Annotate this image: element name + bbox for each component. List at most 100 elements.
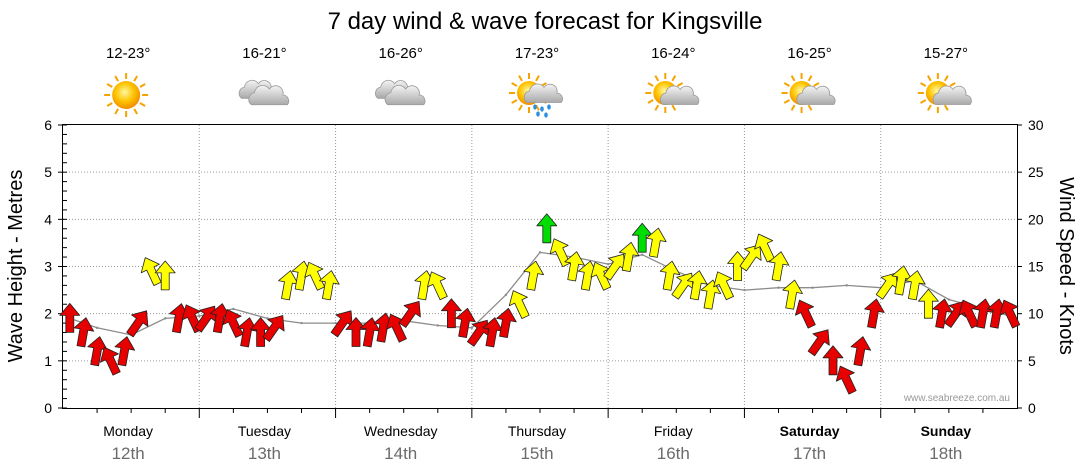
sun-ray: [114, 108, 120, 115]
partly-cloudy-icon: [917, 73, 972, 113]
left-tick-label: 0: [44, 400, 52, 416]
cloud-shape: [384, 85, 426, 106]
wind-arrow-shape: [700, 279, 722, 310]
wind-arrow-shape: [768, 251, 790, 282]
sun-ray: [647, 99, 654, 104]
day-name: Monday: [103, 423, 153, 439]
sun-ray: [654, 104, 660, 111]
cloudy-icon: [375, 79, 426, 106]
left-tick-label: 5: [44, 164, 52, 180]
wind-arrow: [304, 261, 326, 291]
wind-arrow-shape: [782, 279, 803, 310]
wind-arrow-shape: [114, 336, 136, 367]
day-name: Friday: [654, 423, 693, 439]
wind-arrow: [822, 345, 844, 376]
wind-arrow-shape: [59, 302, 81, 333]
day-column: 17-23° Thursday 15th: [508, 45, 566, 463]
wave-point: [300, 321, 303, 325]
sun-ray: [106, 102, 113, 107]
wave-point: [743, 288, 746, 292]
wind-arrow: [943, 301, 967, 328]
left-tick-label: 2: [44, 306, 52, 322]
wind-arrow-shape: [398, 301, 421, 328]
wind-arrow: [154, 260, 176, 291]
day-name: Thursday: [508, 423, 566, 439]
day-column: 16-25° Saturday 17th: [780, 45, 840, 463]
raindrop: [547, 104, 551, 110]
day-column: 16-21° Tuesday 13th: [238, 45, 291, 463]
wind-arrow-shape: [822, 345, 844, 376]
day-temperature: 16-21°: [242, 45, 286, 62]
sun-ray: [943, 104, 949, 111]
sun-ray: [511, 82, 518, 87]
wave-point: [266, 317, 269, 320]
wind-arrow-shape: [496, 307, 517, 338]
day-temperature: 16-24°: [651, 45, 695, 62]
wind-arrow: [523, 260, 544, 291]
sun-ray: [813, 82, 820, 87]
wind-arrow-shape: [304, 261, 326, 291]
wind-arrow: [319, 270, 340, 301]
wind-arrow-shape: [850, 336, 872, 367]
right-axis: 0 5 10 15 20 25 30: [1017, 117, 1044, 416]
wind-arrow-shape: [686, 270, 708, 301]
day-date: 18th: [929, 444, 962, 463]
right-tick-label: 30: [1028, 117, 1044, 133]
wind-arrow-shape: [523, 260, 544, 291]
sun-cloud-rain-icon: [509, 73, 563, 118]
sun-ray: [114, 75, 120, 82]
sun-ray: [654, 75, 660, 82]
wind-arrow-shape: [943, 301, 967, 328]
day-date: 15th: [520, 444, 553, 463]
wind-arrow-shape: [154, 260, 176, 291]
cloud-shape: [796, 85, 836, 105]
right-axis-label: Wind Speed - Knots: [1055, 177, 1077, 355]
wind-arrow-shape: [646, 227, 667, 258]
wind-arrow: [73, 317, 95, 348]
day-date: 12th: [112, 444, 145, 463]
wave-point: [504, 293, 508, 296]
wind-arrow-shape: [999, 299, 1021, 329]
raindrop: [544, 112, 548, 118]
day-date: 16th: [657, 444, 690, 463]
wind-arrow: [496, 307, 517, 338]
cloud-shape: [248, 85, 290, 106]
sun-ray: [807, 104, 813, 111]
wind-arrow: [455, 307, 476, 338]
wave-point: [334, 321, 337, 325]
day-date: 17th: [793, 444, 826, 463]
wind-arrow-shape: [973, 298, 994, 329]
wind-arrow: [564, 251, 585, 282]
wind-arrow: [59, 302, 81, 333]
sun-ray: [926, 104, 932, 111]
wind-arrow: [222, 309, 244, 338]
wind-arrow: [782, 279, 803, 310]
wind-arrow: [905, 270, 926, 301]
wind-arrow-shape: [618, 241, 640, 272]
partly-cloudy-icon: [645, 73, 700, 113]
sun-ray: [535, 75, 540, 82]
wind-arrow: [999, 299, 1021, 329]
wind-arrow: [850, 336, 872, 367]
wind-arrow: [427, 271, 448, 301]
wind-arrow-shape: [739, 244, 762, 272]
sun-ray: [106, 83, 113, 88]
wave-point: [947, 298, 951, 301]
wind-arrows: [59, 213, 1021, 395]
wind-arrow: [126, 310, 149, 338]
wind-arrow: [973, 298, 994, 329]
grid: [63, 125, 1017, 408]
wind-arrow: [345, 317, 367, 347]
right-tick-label: 0: [1028, 400, 1036, 416]
wind-arrow: [646, 227, 667, 258]
wind-arrow: [618, 241, 640, 272]
wind-arrow: [262, 315, 285, 342]
day-date: 14th: [384, 444, 417, 463]
wind-arrow-shape: [455, 307, 476, 338]
left-tick-label: 1: [44, 353, 52, 369]
sun-ray: [671, 104, 677, 111]
day-temperature: 16-25°: [787, 45, 831, 62]
raindrop: [540, 106, 544, 112]
wind-arrow: [739, 244, 762, 272]
